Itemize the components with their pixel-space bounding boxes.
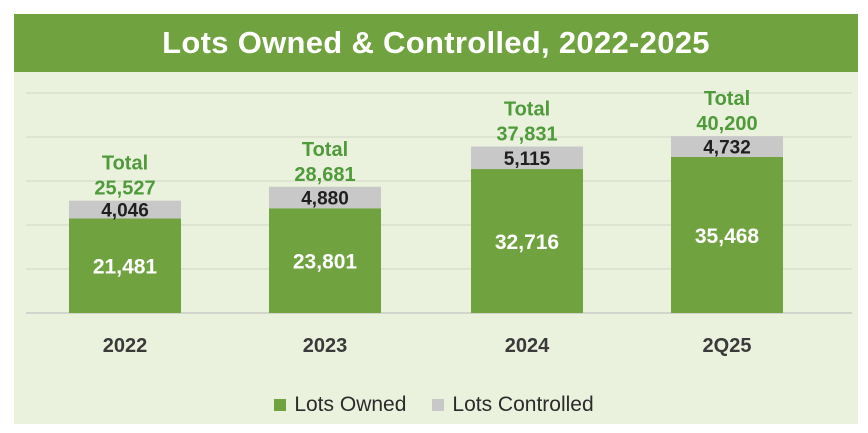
label-controlled-2024: 5,115 xyxy=(504,149,551,170)
chart-legend: Lots Owned Lots Controlled xyxy=(0,393,868,417)
legend-label-owned: Lots Owned xyxy=(294,393,407,416)
total-value-2022: 25,527 xyxy=(94,178,155,200)
total-caption-2024: Total xyxy=(504,99,550,121)
chart-title: Lots Owned & Controlled, 2022-2025 xyxy=(162,25,710,60)
total-caption-2023: Total xyxy=(302,139,348,161)
x-tick-2022: 2022 xyxy=(103,335,148,357)
legend-item-owned: Lots Owned xyxy=(274,393,406,417)
label-owned-2023: 23,801 xyxy=(293,251,358,274)
chart-title-bar: Lots Owned & Controlled, 2022-2025 xyxy=(14,14,858,72)
label-controlled-2023: 4,880 xyxy=(301,189,349,210)
x-tick-2024: 2024 xyxy=(505,335,550,357)
legend-swatch-owned xyxy=(274,399,287,411)
bar-controlled-2Q25 xyxy=(671,136,783,157)
total-value-2023: 28,681 xyxy=(294,164,355,186)
label-owned-2Q25: 35,468 xyxy=(695,225,760,248)
total-value-2024: 37,831 xyxy=(496,124,557,146)
total-caption-2Q25: Total xyxy=(704,88,750,110)
label-controlled-2022: 4,046 xyxy=(101,201,149,222)
bar-controlled-2022 xyxy=(69,200,181,219)
bar-owned-2022 xyxy=(69,218,181,313)
legend-label-controlled: Lots Controlled xyxy=(452,393,594,416)
x-tick-2023: 2023 xyxy=(303,335,348,357)
bar-controlled-2024 xyxy=(471,146,583,170)
bar-owned-2024 xyxy=(471,169,583,313)
label-owned-2022: 21,481 xyxy=(93,256,158,279)
bar-controlled-2023 xyxy=(269,186,381,209)
x-tick-2Q25: 2Q25 xyxy=(703,335,752,357)
bar-owned-2Q25 xyxy=(671,156,783,313)
legend-swatch-controlled xyxy=(432,399,445,411)
label-owned-2024: 32,716 xyxy=(495,231,559,254)
label-controlled-2Q25: 4,732 xyxy=(703,138,751,159)
bar-owned-2023 xyxy=(269,208,381,313)
total-value-2Q25: 40,200 xyxy=(696,113,757,135)
legend-item-controlled: Lots Controlled xyxy=(432,393,594,417)
total-caption-2022: Total xyxy=(102,153,148,175)
